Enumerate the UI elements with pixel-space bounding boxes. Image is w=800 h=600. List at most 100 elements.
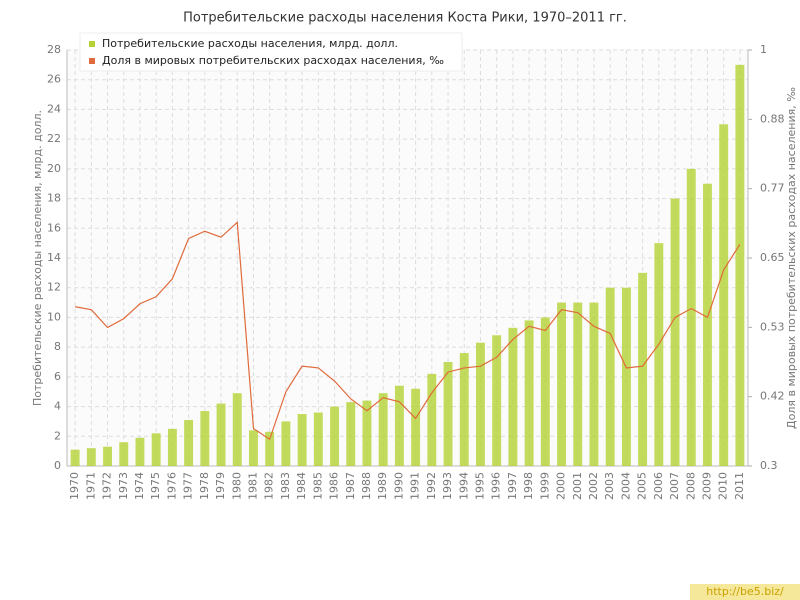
chart-title: Потребительские расходы населения Коста … [183, 11, 627, 26]
bar [573, 302, 583, 466]
x-tick-label: 1999 [538, 472, 551, 500]
legend-swatch [89, 41, 95, 47]
bar [362, 400, 372, 466]
y-tick-label: 6 [54, 370, 61, 383]
x-tick-label: 1986 [328, 472, 341, 500]
y-tick-label: 2 [54, 429, 61, 442]
bar [119, 442, 129, 466]
y-tick-label: 8 [54, 340, 61, 353]
x-tick-label: 2007 [668, 472, 681, 500]
bar [654, 243, 664, 466]
bar [167, 428, 177, 466]
bar [281, 421, 291, 466]
x-tick-label: 2003 [603, 472, 616, 500]
bar [524, 320, 534, 466]
x-tick-label: 1984 [295, 472, 308, 500]
y-tick-label: 22 [47, 132, 61, 145]
bar [216, 403, 226, 466]
y-tick-label: 24 [47, 102, 61, 115]
bar [297, 414, 307, 466]
bar [719, 124, 729, 467]
legend-label: Потребительские расходы населения, млрд.… [102, 37, 398, 50]
bar [151, 433, 161, 466]
bar [686, 168, 696, 466]
y2-axis-label: Доля в мировых потребительских расходах … [785, 87, 798, 429]
watermark: http://be5.biz/ [706, 585, 784, 598]
x-tick-label: 1983 [279, 472, 292, 500]
x-tick-label: 1982 [263, 472, 276, 500]
x-tick-label: 2004 [619, 472, 632, 500]
y2-tick-label: 0.88 [760, 112, 785, 125]
bar [459, 353, 469, 466]
bar [703, 183, 712, 466]
y-tick-label: 4 [54, 400, 61, 413]
x-tick-label: 2001 [571, 472, 584, 500]
legend-swatch [89, 58, 95, 64]
bar [557, 302, 566, 466]
bar [476, 342, 485, 466]
bar [135, 437, 145, 466]
x-tick-label: 2000 [555, 472, 568, 500]
x-tick-label: 2006 [652, 472, 665, 500]
x-tick-label: 1974 [133, 472, 146, 500]
x-tick-label: 1975 [149, 472, 162, 500]
y-tick-label: 16 [47, 221, 61, 234]
x-tick-label: 1998 [522, 472, 535, 500]
bar [540, 317, 550, 466]
bar [330, 406, 339, 466]
y2-tick-label: 0.77 [760, 182, 785, 195]
bar [508, 327, 518, 466]
bar [735, 64, 745, 466]
x-tick-label: 2009 [700, 472, 713, 500]
x-tick-label: 1991 [409, 472, 422, 500]
x-tick-label: 2005 [636, 472, 649, 500]
x-tick-label: 1988 [360, 472, 373, 500]
x-tick-label: 1992 [425, 472, 438, 500]
x-tick-label: 1973 [117, 472, 130, 500]
x-tick-label: 1971 [84, 472, 97, 500]
x-tick-label: 1993 [441, 472, 454, 500]
x-tick-label: 2011 [733, 472, 746, 500]
bar [232, 393, 242, 466]
bar [200, 411, 210, 466]
y-tick-label: 14 [47, 251, 61, 264]
y2-tick-label: 0.53 [760, 320, 785, 333]
y2-tick-label: 0.42 [760, 390, 785, 403]
bar [249, 430, 258, 466]
y-tick-label: 20 [47, 162, 61, 175]
bar [443, 362, 453, 466]
x-tick-label: 1996 [490, 472, 503, 500]
legend-label: Доля в мировых потребительских расходах … [102, 54, 444, 67]
bar [70, 449, 80, 466]
y-tick-label: 0 [54, 459, 61, 472]
watermark-box [690, 584, 800, 600]
y-axis-label: Потребительские расходы населения, млрд.… [31, 110, 44, 406]
bar [378, 393, 388, 466]
bar [394, 385, 404, 466]
bar [86, 448, 96, 466]
bar [265, 431, 275, 466]
y-tick-label: 26 [47, 73, 61, 86]
x-tick-label: 1972 [101, 472, 114, 500]
y-tick-label: 18 [47, 192, 61, 205]
bar [427, 373, 437, 466]
legend: Потребительские расходы населения, млрд.… [79, 32, 463, 72]
bar [621, 287, 631, 466]
bar [605, 287, 615, 466]
x-tick-label: 1980 [230, 472, 243, 500]
bar [492, 335, 502, 466]
x-tick-label: 2002 [587, 472, 600, 500]
bar [103, 446, 112, 466]
x-tick-label: 1997 [506, 472, 519, 500]
x-tick-label: 1995 [473, 472, 486, 500]
y-tick-label: 12 [47, 281, 61, 294]
bar [184, 419, 194, 466]
y2-tick-label: 0.3 [760, 459, 778, 472]
bar [346, 402, 356, 466]
y2-tick-label: 0.65 [760, 251, 785, 264]
x-tick-label: 1990 [392, 472, 405, 500]
bar [589, 302, 599, 466]
bar [638, 272, 648, 466]
